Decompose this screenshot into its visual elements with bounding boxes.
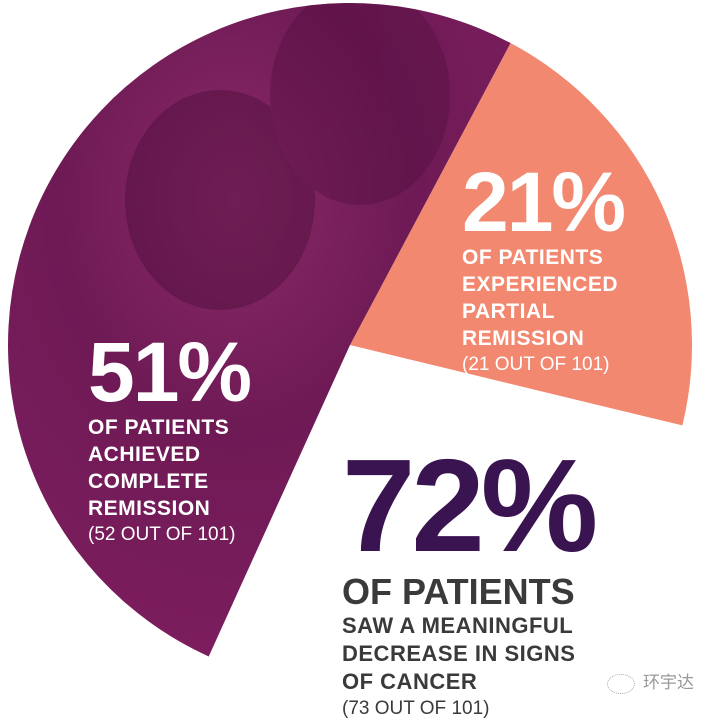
label-line: OF CANCER bbox=[342, 669, 478, 694]
label-meaningful-decrease: 72% OF PATIENTS SAW A MEANINGFUL DECREAS… bbox=[342, 432, 598, 722]
slice-complete-remission bbox=[7, 2, 511, 657]
count: (73 OUT OF 101) bbox=[342, 698, 490, 719]
slice-partial-remission bbox=[350, 43, 692, 426]
pct-51: 51% bbox=[88, 325, 252, 419]
label-line: OF PATIENTS bbox=[88, 416, 230, 439]
label-line: COMPLETE bbox=[88, 470, 209, 493]
photo-overlay bbox=[125, 2, 450, 310]
label-partial-remission: 21% OF PATIENTS EXPERIENCED PARTIAL REMI… bbox=[462, 155, 626, 378]
watermark: 环宇达 bbox=[607, 668, 694, 694]
label-line: REMISSION bbox=[88, 497, 211, 520]
label-head: OF PATIENTS bbox=[342, 571, 575, 612]
label-line: DECREASE IN SIGNS bbox=[342, 641, 576, 666]
label-line: ACHIEVED bbox=[88, 443, 201, 466]
label-line: PARTIAL bbox=[462, 300, 555, 323]
photo-face-woman bbox=[125, 90, 315, 310]
count: (21 OUT OF 101) bbox=[462, 354, 610, 375]
label-line: OF PATIENTS bbox=[462, 246, 604, 269]
photo-face-man bbox=[270, 2, 450, 205]
label-line: EXPERIENCED bbox=[462, 273, 619, 296]
pct-72: 72% bbox=[342, 432, 598, 579]
label-complete-remission: 51% OF PATIENTS ACHIEVED COMPLETE REMISS… bbox=[88, 325, 252, 548]
label-line: SAW A MEANINGFUL bbox=[342, 613, 574, 638]
count: (52 OUT OF 101) bbox=[88, 524, 236, 545]
wechat-icon bbox=[607, 673, 635, 694]
label-line: REMISSION bbox=[462, 327, 585, 350]
pct-21: 21% bbox=[462, 155, 626, 249]
watermark-text: 环宇达 bbox=[643, 673, 694, 692]
